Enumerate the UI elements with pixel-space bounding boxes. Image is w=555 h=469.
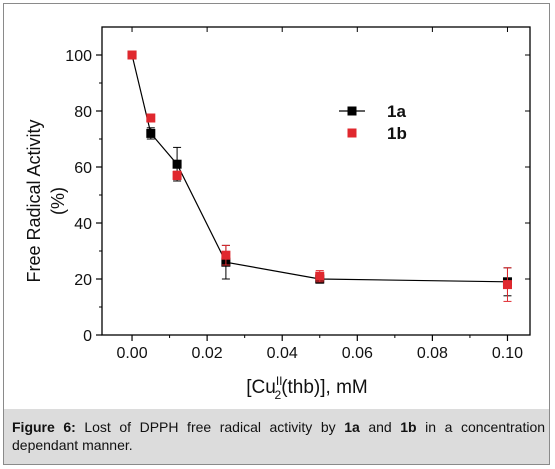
y-tick-label: 40 [74, 216, 92, 233]
series-1b [127, 50, 512, 302]
y-axis-unit: (%) [48, 187, 68, 215]
x-axis-label-sup: II [276, 374, 283, 388]
data-point [221, 250, 231, 260]
data-point [172, 170, 182, 180]
plot-area [101, 26, 531, 336]
x-tick-label: 0.08 [417, 345, 448, 362]
caption-label: Figure 6: [12, 419, 76, 435]
y-tick-label: 0 [83, 328, 92, 345]
x-tick-label: 0.02 [192, 345, 223, 362]
legend-label: 1b [387, 124, 407, 143]
data-point [127, 50, 137, 60]
figure-frame [3, 3, 550, 465]
x-axis: 0.00 0.02 0.04 0.06 0.08 0.10 [116, 27, 523, 362]
series-1a [127, 50, 512, 297]
x-axis-label-suffix: (thb)], mM [281, 377, 368, 398]
x-axis-label-sub: 2 [275, 388, 282, 402]
y-tick-label: 100 [65, 48, 92, 65]
x-tick-label: 0.04 [267, 345, 298, 362]
caption-background [4, 409, 549, 464]
data-point [146, 128, 156, 138]
data-point [315, 271, 325, 281]
x-tick-label: 0.10 [492, 345, 523, 362]
legend-marker [347, 128, 357, 138]
caption-text-2: and [359, 419, 401, 435]
x-tick-label: 0.00 [116, 345, 147, 362]
caption-bold-1a: 1a [344, 419, 360, 435]
data-point [146, 113, 156, 123]
data-point [172, 159, 182, 169]
y-tick-label: 60 [74, 160, 92, 177]
series-line-1a [131, 54, 508, 283]
chart: 0.00 0.02 0.04 0.06 0.08 0.10 0 20 40 60 80 100 1a… [24, 26, 531, 402]
y-tick-label: 20 [74, 272, 92, 289]
caption-text-1: Lost of DPPH free radical activity by [75, 419, 345, 435]
x-tick-label: 0.06 [342, 345, 373, 362]
caption-bold-1b: 1b [400, 419, 417, 435]
data-point [502, 280, 512, 290]
y-tick-label: 80 [74, 104, 92, 121]
x-axis-label-prefix: [Cu [246, 377, 276, 398]
series-layer [127, 50, 512, 302]
x-axis-label: [CuII 2(thb)], mM [246, 374, 368, 402]
plot-border [101, 26, 531, 336]
legend-marker [347, 106, 357, 116]
y-axis: 0 20 40 60 80 100 [65, 48, 530, 345]
figure-caption: Figure 6: Lost of DPPH free radical acti… [12, 418, 545, 454]
caption-text-3: in a concentration dependant manner. [12, 419, 546, 453]
y-axis-label: Free Radical Activity [24, 119, 44, 282]
legend-label: 1a [387, 102, 406, 121]
